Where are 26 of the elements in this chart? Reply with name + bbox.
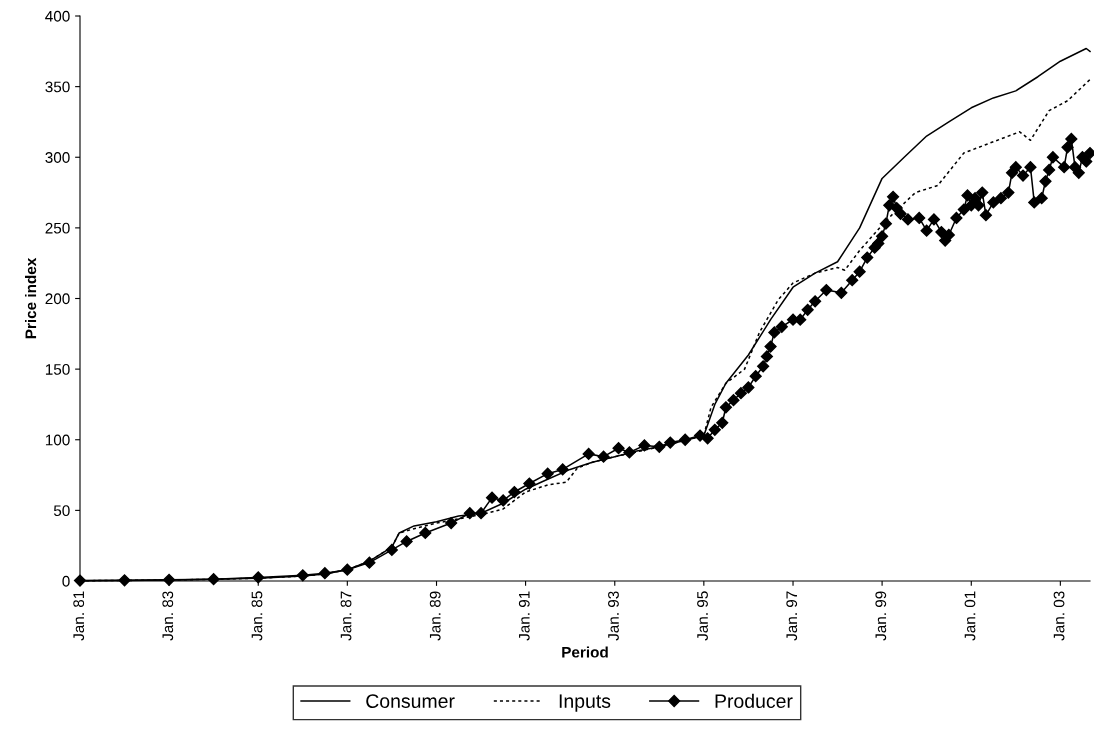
y-tick-label: 400: [45, 10, 70, 22]
x-tick-label: Jan. 91: [518, 591, 530, 641]
y-axis-title: Price index: [24, 257, 37, 339]
x-tick-label: Jan. 89: [429, 591, 441, 641]
x-axis-title: Period: [562, 646, 608, 658]
x-tick-label: Jan. 81: [73, 591, 85, 641]
y-tick-label: 150: [45, 363, 70, 375]
x-tick-label: Jan. 97: [786, 591, 798, 641]
legend-label: Consumer: [366, 694, 455, 708]
y-tick-label: 50: [53, 505, 70, 517]
x-tick-label: Jan. 01: [964, 591, 976, 641]
y-tick-label: 300: [45, 152, 70, 163]
y-tick-label: 350: [45, 81, 70, 93]
y-tick-label: 200: [45, 293, 70, 305]
x-tick-label: Jan. 93: [608, 591, 619, 641]
y-tick-label: 250: [45, 222, 70, 234]
y-tick-label: 100: [45, 434, 70, 446]
x-tick-label: Jan. 87: [340, 591, 352, 641]
x-tick-label: Jan. 03: [1053, 591, 1065, 641]
x-tick-label: Jan. 83: [162, 591, 174, 641]
x-tick-label: Jan. 95: [697, 591, 708, 641]
y-tick-label: 0: [62, 575, 70, 587]
legend-label: Inputs: [559, 694, 611, 712]
x-tick-label: Jan. 85: [251, 591, 263, 641]
x-tick-label: Jan. 99: [875, 591, 887, 641]
legend-label: Producer: [715, 693, 793, 708]
